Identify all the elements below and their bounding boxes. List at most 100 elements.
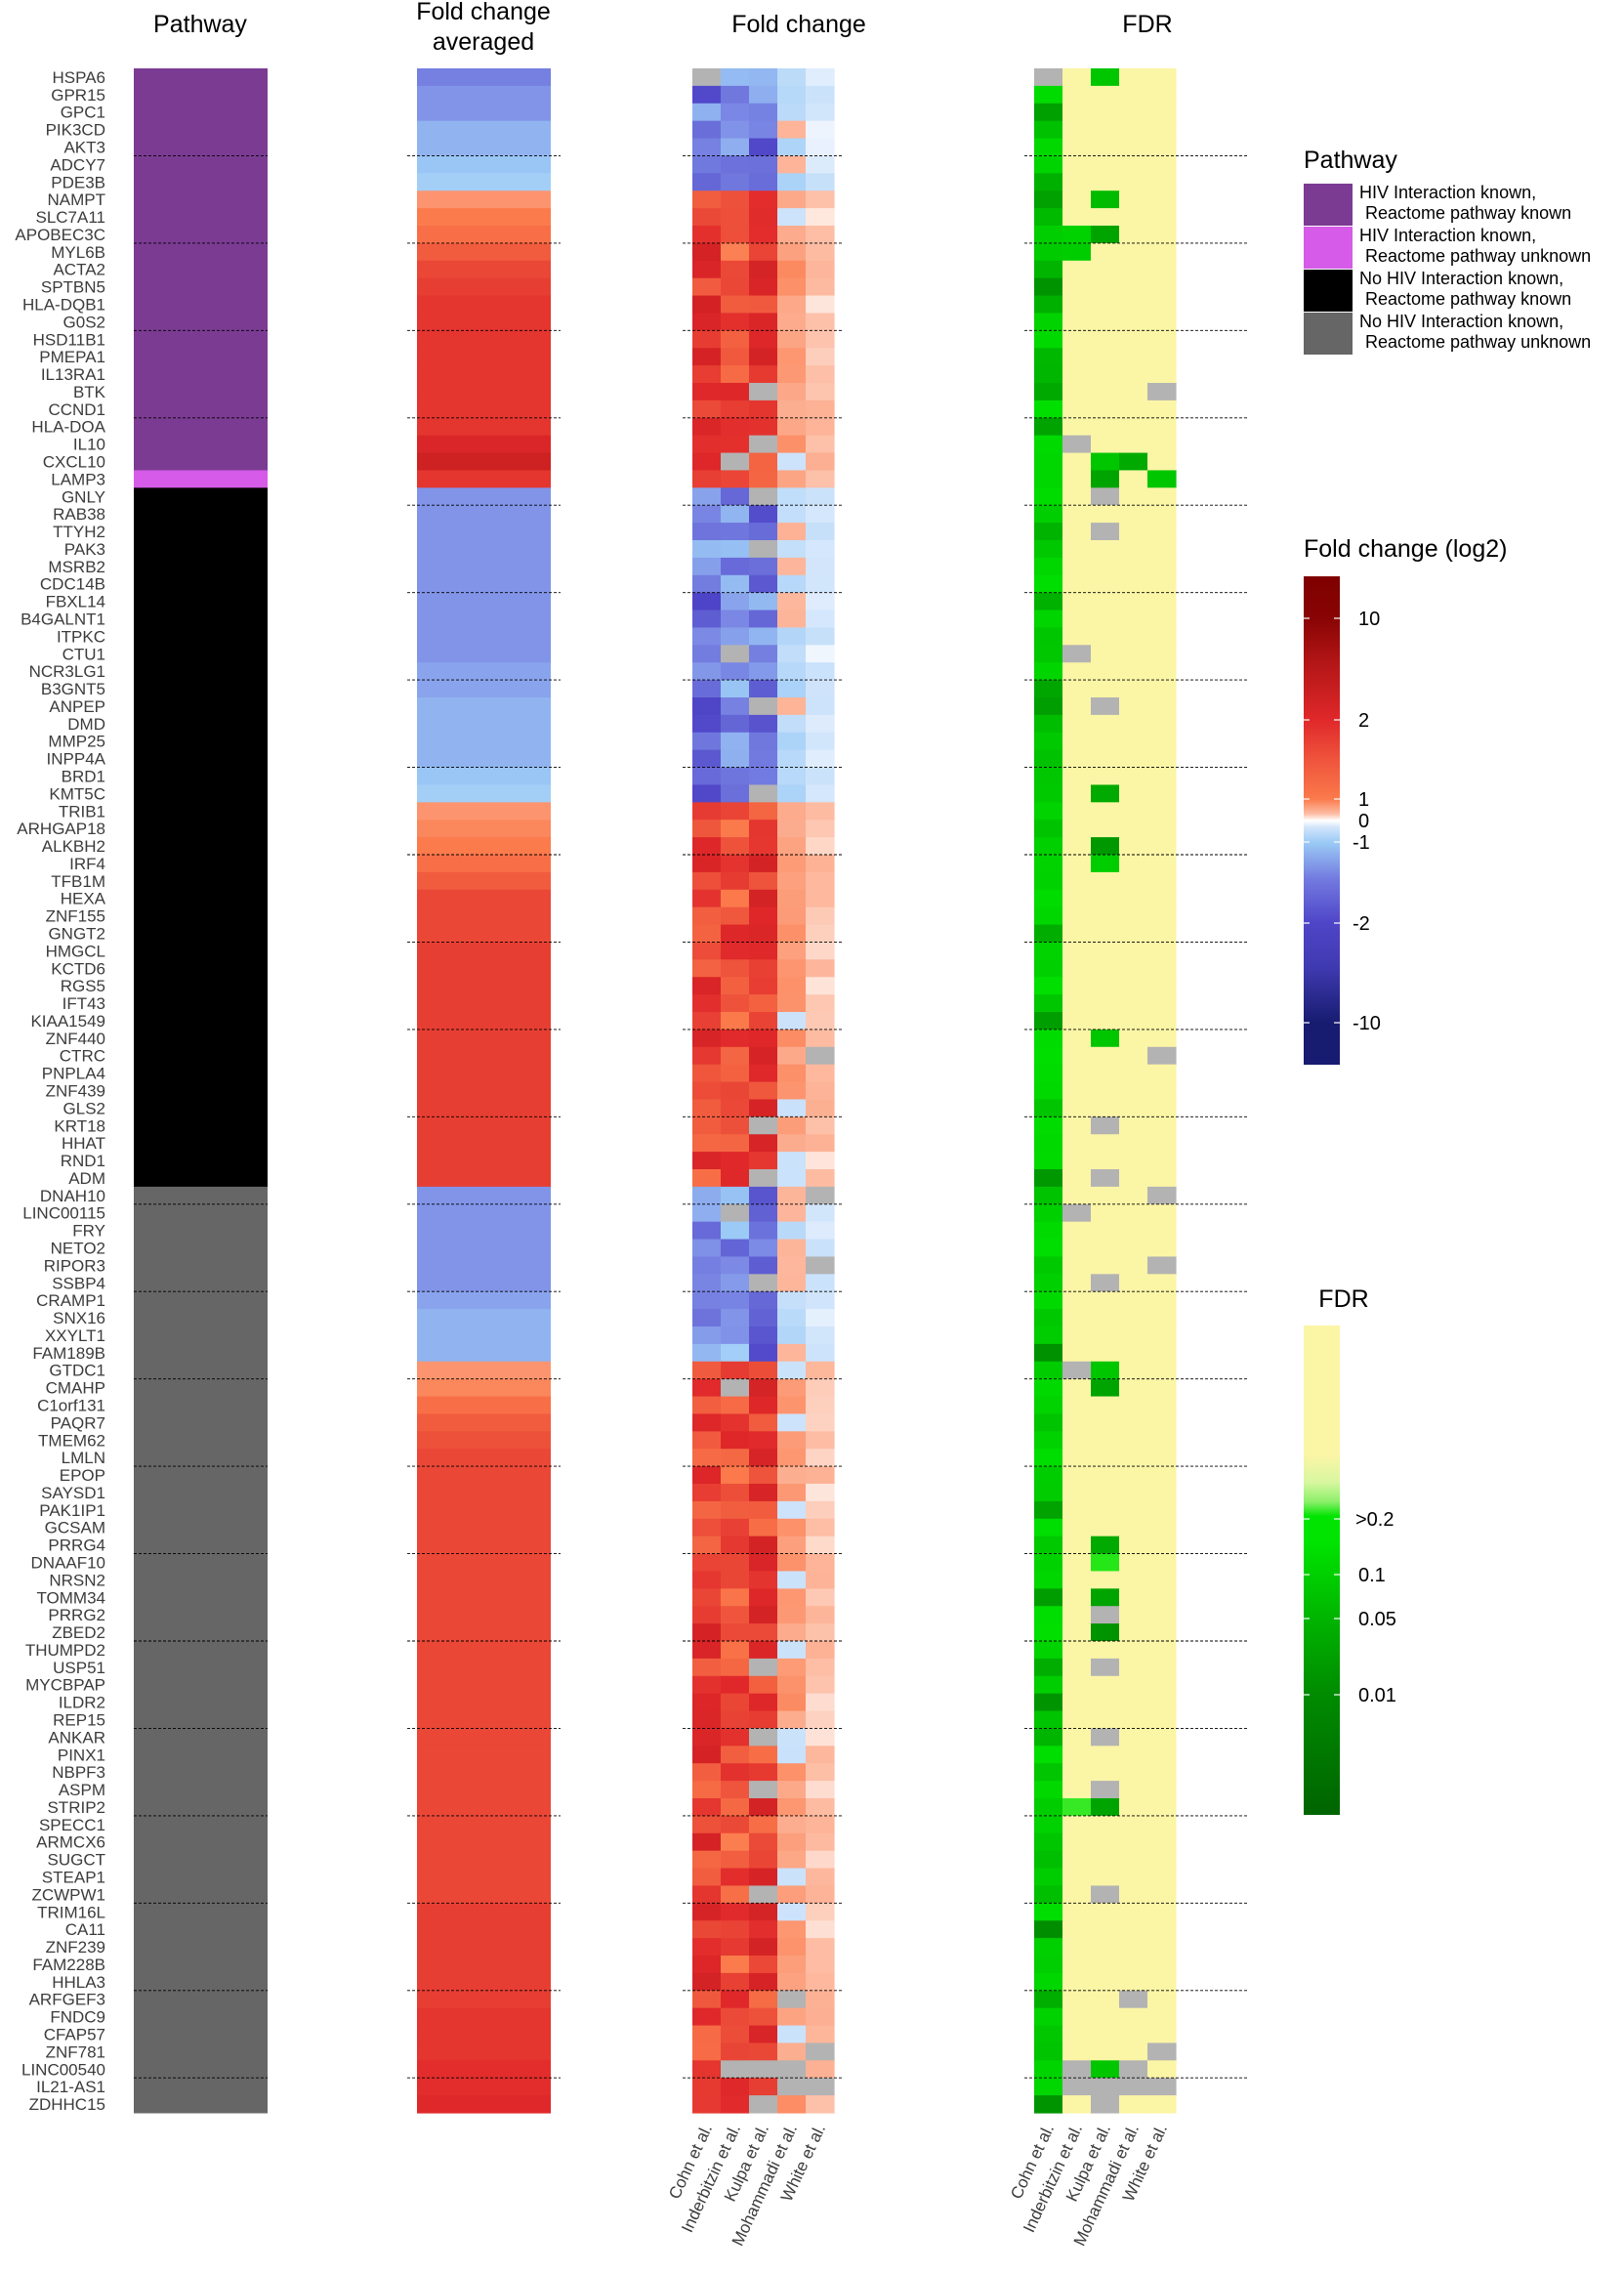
- fdr-cell: [1034, 2007, 1063, 2027]
- fc-cell: [777, 574, 807, 594]
- fc-cell: [777, 1903, 807, 1921]
- fdr-cell: [1119, 313, 1148, 331]
- fc-cell: [692, 365, 722, 384]
- fc-averaged-cell: [417, 1309, 551, 1327]
- fdr-cell: [1119, 155, 1148, 174]
- fc-cell: [721, 942, 750, 960]
- fc-cell: [777, 1763, 807, 1782]
- fdr-cell: [1119, 2095, 1148, 2114]
- fc-cell: [721, 68, 750, 87]
- fc-cell: [749, 68, 778, 87]
- fdr-cell: [1147, 767, 1177, 786]
- fdr-cell: [1062, 1536, 1092, 1555]
- fc-cell: [806, 2025, 835, 2044]
- gene-label: PNPLA4: [42, 1065, 105, 1083]
- fc-cell: [749, 1500, 778, 1520]
- fdr-cell: [1119, 1116, 1148, 1135]
- fc-cell: [692, 1116, 722, 1135]
- fc-cell: [749, 1798, 778, 1817]
- fdr-legend-label: 0.1: [1358, 1565, 1386, 1586]
- fc-cell: [749, 1431, 778, 1450]
- fc-cell: [749, 1064, 778, 1083]
- fdr-cell: [1091, 1641, 1120, 1660]
- fc-cell: [777, 1466, 807, 1485]
- fdr-cell: [1119, 1781, 1148, 1799]
- fc-cell: [721, 924, 750, 944]
- fc-cell: [721, 627, 750, 646]
- fdr-cell: [1091, 1169, 1120, 1188]
- fc-cell: [777, 942, 807, 960]
- fc-averaged-cell: [417, 1832, 551, 1852]
- fc-averaged-cell: [417, 1203, 551, 1223]
- fdr-cell: [1119, 1431, 1148, 1450]
- fdr-cell: [1091, 155, 1120, 174]
- fc-cell: [721, 749, 750, 769]
- fdr-cell: [1034, 1868, 1063, 1887]
- gene-label: GLS2: [63, 1099, 105, 1117]
- fdr-cell: [1062, 1378, 1092, 1398]
- fc-cell: [806, 1885, 835, 1904]
- fdr-cell: [1091, 365, 1120, 384]
- fc-cell: [806, 68, 835, 87]
- fc-averaged-cell: [417, 1186, 551, 1205]
- fdr-cell: [1062, 1256, 1092, 1275]
- fdr-cell: [1062, 1920, 1092, 1939]
- fdr-cell: [1062, 2042, 1092, 2061]
- gene-label: CDC14B: [40, 575, 105, 594]
- fc-cell: [806, 1064, 835, 1083]
- fdr-cell: [1119, 2007, 1148, 2027]
- fold-change-legend-bar: [1304, 576, 1340, 1065]
- fc-cell: [749, 1012, 778, 1031]
- fdr-cell: [1091, 1081, 1120, 1101]
- fc-cell: [721, 138, 750, 157]
- fc-cell: [806, 557, 835, 576]
- fc-cell: [749, 1099, 778, 1117]
- fc-cell: [777, 1081, 807, 1101]
- gene-label: FNDC9: [50, 2008, 105, 2027]
- fdr-cell: [1119, 1832, 1148, 1852]
- fdr-cell: [1062, 2060, 1092, 2079]
- fdr-cell: [1062, 120, 1092, 140]
- pathway-legend-label-line1: No HIV Interaction known,: [1359, 312, 1563, 331]
- fc-cell: [777, 610, 807, 629]
- fc-cell: [692, 2095, 722, 2114]
- fc-averaged-cell: [417, 1466, 551, 1485]
- fc-cell: [721, 1832, 750, 1852]
- fc-cell: [692, 906, 722, 926]
- fc-cell: [692, 242, 722, 262]
- fc-cell: [749, 592, 778, 611]
- fc-cell: [721, 260, 750, 279]
- gene-label: TRIM16L: [37, 1903, 105, 1921]
- fdr-cell: [1091, 330, 1120, 349]
- fdr-cell: [1147, 1169, 1177, 1188]
- fdr-cell: [1147, 1675, 1177, 1695]
- gene-label: ACTA2: [53, 261, 105, 279]
- fdr-cell: [1147, 330, 1177, 349]
- fdr-cell: [1062, 662, 1092, 681]
- fdr-cell: [1091, 1920, 1120, 1939]
- fc-cell: [749, 435, 778, 454]
- fdr-cell: [1034, 1484, 1063, 1502]
- gene-label: DNAAF10: [30, 1554, 105, 1573]
- fc-cell: [721, 1623, 750, 1642]
- fdr-cell: [1062, 2007, 1092, 2027]
- fdr-cell: [1091, 1832, 1120, 1852]
- fc-cell: [777, 906, 807, 926]
- fc-cell: [777, 557, 807, 576]
- fc-averaged-cell: [417, 1099, 551, 1117]
- fc-averaged-cell: [417, 277, 551, 297]
- fdr-cell: [1119, 977, 1148, 995]
- gene-label: ADM: [68, 1169, 105, 1188]
- fdr-cell: [1091, 610, 1120, 629]
- fdr-cell: [1091, 1116, 1120, 1135]
- fc-cell: [806, 1134, 835, 1153]
- fc-averaged-cell: [417, 1972, 551, 1992]
- fc-cell: [806, 295, 835, 315]
- gene-label: CXCL10: [43, 453, 105, 472]
- fdr-legend: FDR >0.2 0.1 0.05 0.01: [1304, 1285, 1396, 1815]
- fdr-cell: [1062, 1658, 1092, 1677]
- gene-label: HSD11B1: [33, 330, 105, 349]
- fdr-cell: [1147, 295, 1177, 315]
- fdr-cell: [1147, 277, 1177, 297]
- fc-cell: [749, 1832, 778, 1852]
